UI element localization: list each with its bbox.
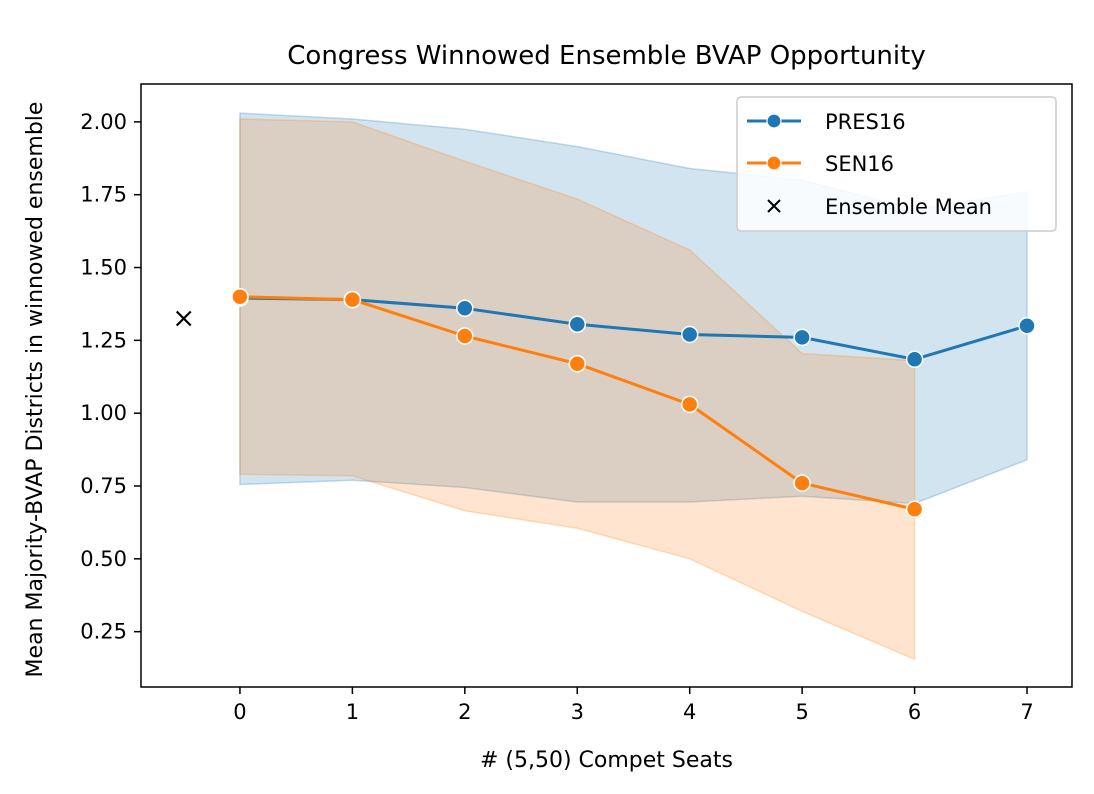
y-tick-label: 0.25 bbox=[80, 620, 127, 644]
point-sen16-4 bbox=[680, 395, 699, 414]
legend-box bbox=[736, 96, 1057, 232]
legend-label: PRES16 bbox=[825, 110, 906, 134]
y-tick-label: 1.50 bbox=[80, 256, 127, 280]
legend-swatch-marker bbox=[766, 113, 782, 129]
point-sen16-0 bbox=[231, 287, 249, 306]
line-pres16 bbox=[239, 296, 1028, 361]
x-axis-label: # (5,50) Compet Seats bbox=[480, 748, 733, 773]
y-axis-label: Mean Majority-BVAP Districts in winnowed… bbox=[23, 102, 48, 678]
point-sen16-1 bbox=[343, 290, 362, 309]
point-pres16-3 bbox=[568, 315, 587, 334]
band-sen16 bbox=[239, 118, 916, 661]
x-tick-label: 6 bbox=[908, 700, 921, 724]
chart-title: Congress Winnowed Ensemble BVAP Opportun… bbox=[287, 41, 925, 71]
x-tick-label: 1 bbox=[346, 700, 359, 724]
legend-label: SEN16 bbox=[825, 152, 894, 176]
legend-swatch-marker bbox=[766, 155, 782, 171]
series-markers bbox=[231, 287, 1036, 519]
point-pres16-6 bbox=[905, 350, 924, 369]
point-sen16-2 bbox=[456, 327, 474, 345]
x-tick-label: 0 bbox=[233, 700, 246, 724]
y-tick-label: 1.25 bbox=[80, 328, 127, 352]
legend-entry-ensemble-mean: Ensemble Mean bbox=[767, 195, 992, 219]
legend-entry-pres16: PRES16 bbox=[747, 110, 906, 134]
point-pres16-2 bbox=[456, 299, 474, 318]
point-sen16-5 bbox=[793, 474, 811, 492]
y-tick-label: 2.00 bbox=[80, 110, 127, 134]
y-tick-label: 0.75 bbox=[80, 474, 127, 498]
y-tick-label: 1.75 bbox=[80, 183, 127, 207]
legend: PRES16 SEN16 Ensemble Mean bbox=[736, 96, 1057, 232]
point-pres16-5 bbox=[793, 328, 811, 347]
legend-entry-sen16: SEN16 bbox=[747, 152, 894, 176]
y-tick-label: 0.50 bbox=[80, 547, 127, 571]
point-pres16-4 bbox=[680, 325, 699, 344]
y-tick-label: 1.00 bbox=[80, 401, 127, 425]
ensemble-mean-marker bbox=[175, 310, 192, 327]
plot-frame bbox=[140, 83, 1073, 688]
point-sen16-6 bbox=[905, 500, 924, 519]
x-axis: 0 1 2 3 4 5 6 7 bbox=[233, 687, 1034, 724]
ensemble-mean-layer bbox=[175, 310, 192, 327]
legend-label: Ensemble Mean bbox=[825, 195, 992, 219]
x-tick-label: 7 bbox=[1020, 700, 1033, 724]
x-tick-label: 5 bbox=[795, 700, 808, 724]
x-tick-label: 2 bbox=[458, 700, 471, 724]
x-tick-label: 3 bbox=[571, 700, 584, 724]
x-tick-label: 4 bbox=[683, 700, 696, 724]
point-sen16-3 bbox=[568, 354, 587, 373]
y-axis: 0.25 0.50 0.75 1.00 1.25 1.50 1.75 2.00 bbox=[80, 110, 141, 644]
point-pres16-7 bbox=[1018, 317, 1036, 335]
